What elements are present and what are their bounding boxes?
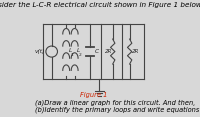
Text: 1: 1 [70,53,73,57]
Text: (b)Identify the primary loops and write equations for them.: (b)Identify the primary loops and write … [35,106,200,113]
Text: L: L [69,48,72,53]
Text: 2R: 2R [105,49,112,54]
Text: 2R: 2R [132,49,140,54]
Text: L: L [77,48,81,53]
Text: Figure 1: Figure 1 [80,92,107,98]
Text: Consider the L-C-R electrical circuit shown in Figure 1 below.: Consider the L-C-R electrical circuit sh… [0,2,200,8]
Text: C: C [95,49,99,54]
Text: v(t): v(t) [34,49,45,54]
Text: (a)Draw a linear graph for this circuit. And then,: (a)Draw a linear graph for this circuit.… [35,100,196,106]
Text: 2: 2 [79,53,82,57]
